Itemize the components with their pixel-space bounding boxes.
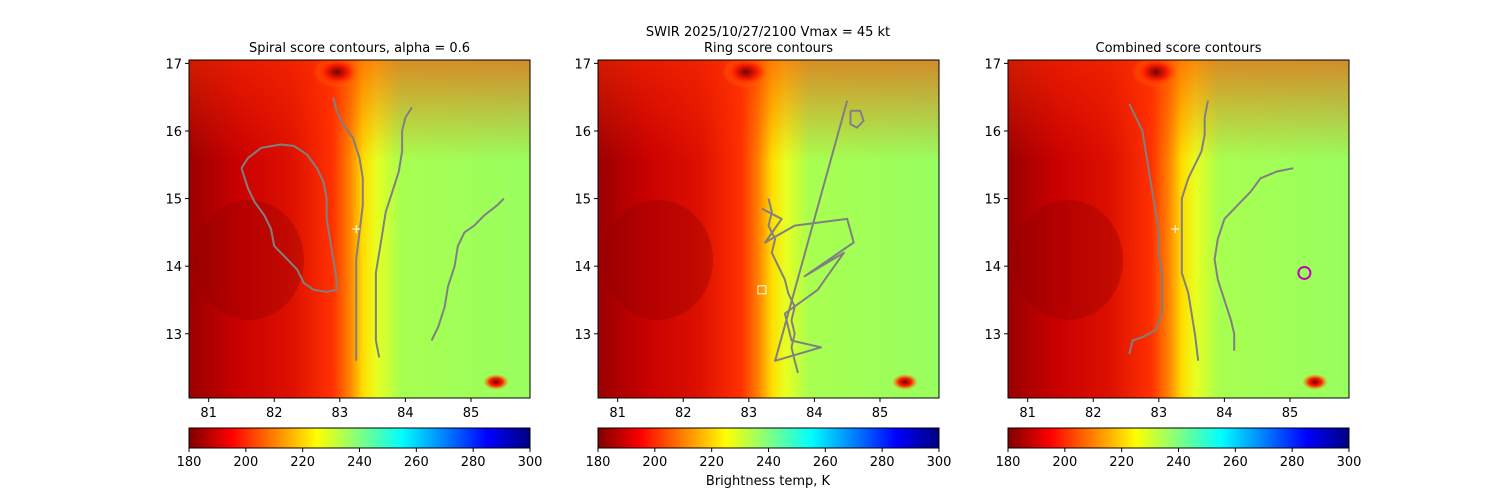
colorbar-tick-label: 180 [177,455,202,470]
x-tick-label: 83 [741,406,758,421]
y-tick-label: 13 [984,328,1001,343]
axes-frame [597,59,940,399]
colorbar-tick-label: 200 [233,455,258,470]
x-tick-label: 84 [806,406,823,421]
colorbar-tick-label: 220 [290,455,315,470]
axes-frame [188,59,531,399]
colorbar-tick-label: 260 [1223,455,1248,470]
panel-1: Spiral score contours, alpha = 0.6 81 82 83… [165,41,542,470]
score-contour-3 [761,100,855,362]
x-tick-label: 83 [1151,406,1168,421]
y-tick-label: 14 [165,260,182,275]
x-tick-label: 81 [609,406,626,421]
colorbar-tick-label: 260 [404,455,429,470]
colorbar-tick-label: 240 [1166,455,1191,470]
y-tick-label: 13 [574,328,591,343]
score-contour-3 [1213,167,1294,351]
x-tick-label: 82 [266,406,283,421]
score-contour-3 [374,106,413,358]
colorbar-tick-label: 240 [347,455,372,470]
colorbar-tick-label: 300 [518,455,543,470]
colorbar-1: 180 200 220 240 260 280 300 [177,427,543,470]
x-tick-label: 84 [397,406,414,421]
x-tick-label: 81 [200,406,217,421]
colorbar-tick-label: 200 [1052,455,1077,470]
x-tick-label: 85 [872,406,889,421]
brightness-field [598,60,939,398]
colorbar-tick-label: 200 [642,455,667,470]
axes-frame [1007,59,1350,399]
colorbar-tick-label: 220 [1109,455,1134,470]
score-contour-2 [849,109,865,129]
panel-title: Spiral score contours, alpha = 0.6 [249,41,470,56]
colorbar-3: 180 200 220 240 260 280 300 [996,427,1362,470]
y-tick-label: 17 [165,57,182,72]
y-tick-label: 17 [574,57,591,72]
y-tick-label: 16 [984,125,1001,140]
colorbar-tick-label: 280 [1280,455,1305,470]
x-tick-label: 84 [1216,406,1233,421]
brightness-field [1008,60,1349,398]
colorbar-tick-label: 260 [813,455,838,470]
x-tick-label: 82 [675,406,692,421]
x-tick-label: 83 [332,406,349,421]
figure-suptitle: SWIR 2025/10/27/2100 Vmax = 45 kt [646,25,890,40]
colorbar-tick-label: 280 [870,455,895,470]
center-plus-marker [352,225,361,233]
panel-title: Combined score contours [1096,41,1262,56]
score-contour-1 [1128,103,1164,355]
center-plus-marker [1171,225,1180,233]
score-contour-1 [240,143,338,293]
ring-center-square-marker [757,285,767,295]
y-tick-label: 14 [984,260,1001,275]
panel-2: Ring score contours 81 82 83 84 85 13 14 15 16 17 1… [574,41,951,470]
colorbar-gradient [597,427,940,449]
colorbar-tick-label: 300 [927,455,952,470]
panel-title: Ring score contours [704,41,833,56]
y-tick-label: 15 [984,193,1001,208]
colorbar-label: Brightness temp, K [706,474,831,489]
y-tick-label: 15 [574,193,591,208]
combined-center-circle-marker [1297,265,1312,280]
score-contour-2 [1180,100,1209,361]
colorbar-tick-label: 280 [461,455,486,470]
colorbar-tick-label: 220 [699,455,724,470]
x-tick-label: 85 [463,406,480,421]
colorbar-tick-label: 300 [1337,455,1362,470]
x-tick-label: 81 [1019,406,1036,421]
colorbar-tick-label: 240 [756,455,781,470]
y-tick-label: 13 [165,328,182,343]
colorbar-gradient [1007,427,1350,449]
score-contour-2 [332,96,364,361]
y-tick-label: 17 [984,57,1001,72]
colorbar-tick-label: 180 [996,455,1021,470]
panel-3: Combined score contours 81 82 83 84 85 13 14 15 1… [984,41,1361,470]
colorbar-2: 180 200 220 240 260 280 300 [586,427,952,470]
y-tick-label: 16 [165,125,182,140]
x-tick-label: 85 [1282,406,1299,421]
score-contour-4 [430,197,505,341]
score-contour-1 [767,198,799,374]
y-tick-label: 14 [574,260,591,275]
y-tick-label: 16 [574,125,591,140]
y-tick-label: 15 [165,193,182,208]
colorbar-gradient [188,427,531,449]
colorbar-tick-label: 180 [586,455,611,470]
x-tick-label: 82 [1085,406,1102,421]
